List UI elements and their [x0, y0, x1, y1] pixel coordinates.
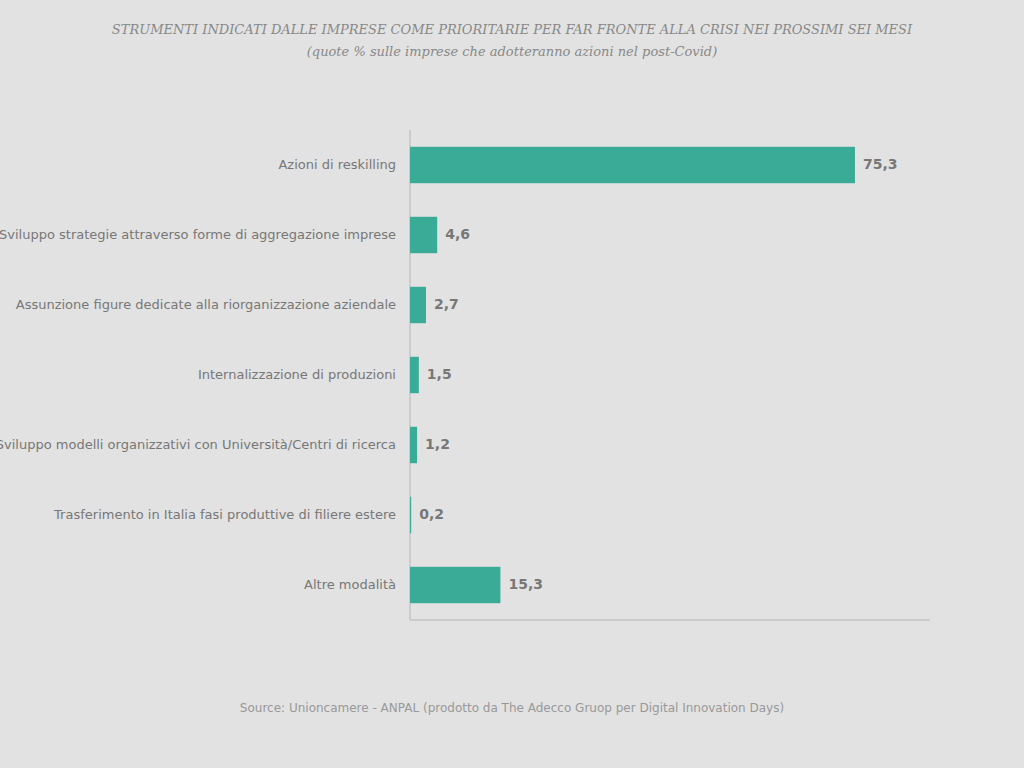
subtitle: (quote % sulle imprese che adotteranno a…	[307, 44, 717, 59]
category-label: Assunzione figure dedicate alla riorgani…	[16, 297, 396, 312]
bar	[410, 357, 419, 393]
category-label: Sviluppo modelli organizzativi con Unive…	[0, 437, 396, 452]
labels: Azioni di reskilling 75,3 Sviluppo strateg…	[0, 156, 898, 592]
data-label: 15,3	[508, 576, 543, 592]
chart-container: STRUMENTI INDICATI DALLE IMPRESE COME PR…	[0, 0, 1024, 768]
bars	[410, 147, 855, 603]
data-label: 1,2	[425, 436, 450, 452]
category-label: Sviluppo strategie attraverso forme di a…	[0, 227, 396, 242]
data-label: 4,6	[445, 226, 470, 242]
title: STRUMENTI INDICATI DALLE IMPRESE COME PR…	[112, 22, 913, 37]
data-label: 2,7	[434, 296, 459, 312]
data-label: 0,2	[419, 506, 444, 522]
bar	[410, 497, 411, 533]
category-label: Azioni di reskilling	[278, 157, 396, 172]
category-label: Altre modalità	[304, 577, 396, 592]
category-label: Trasferimento in Italia fasi produttive …	[53, 507, 396, 522]
bar	[410, 287, 426, 323]
bar	[410, 147, 855, 183]
bar	[410, 217, 437, 253]
chart-svg: STRUMENTI INDICATI DALLE IMPRESE COME PR…	[0, 0, 1024, 768]
background	[0, 0, 1024, 768]
data-label: 75,3	[863, 156, 898, 172]
category-label: Internalizzazione di produzioni	[198, 367, 396, 382]
source-note: Source: Unioncamere - ANPAL (prodotto da…	[240, 701, 784, 715]
bar	[410, 427, 417, 463]
data-label: 1,5	[427, 366, 452, 382]
x-axis-line	[410, 620, 930, 621]
bar	[410, 567, 500, 603]
